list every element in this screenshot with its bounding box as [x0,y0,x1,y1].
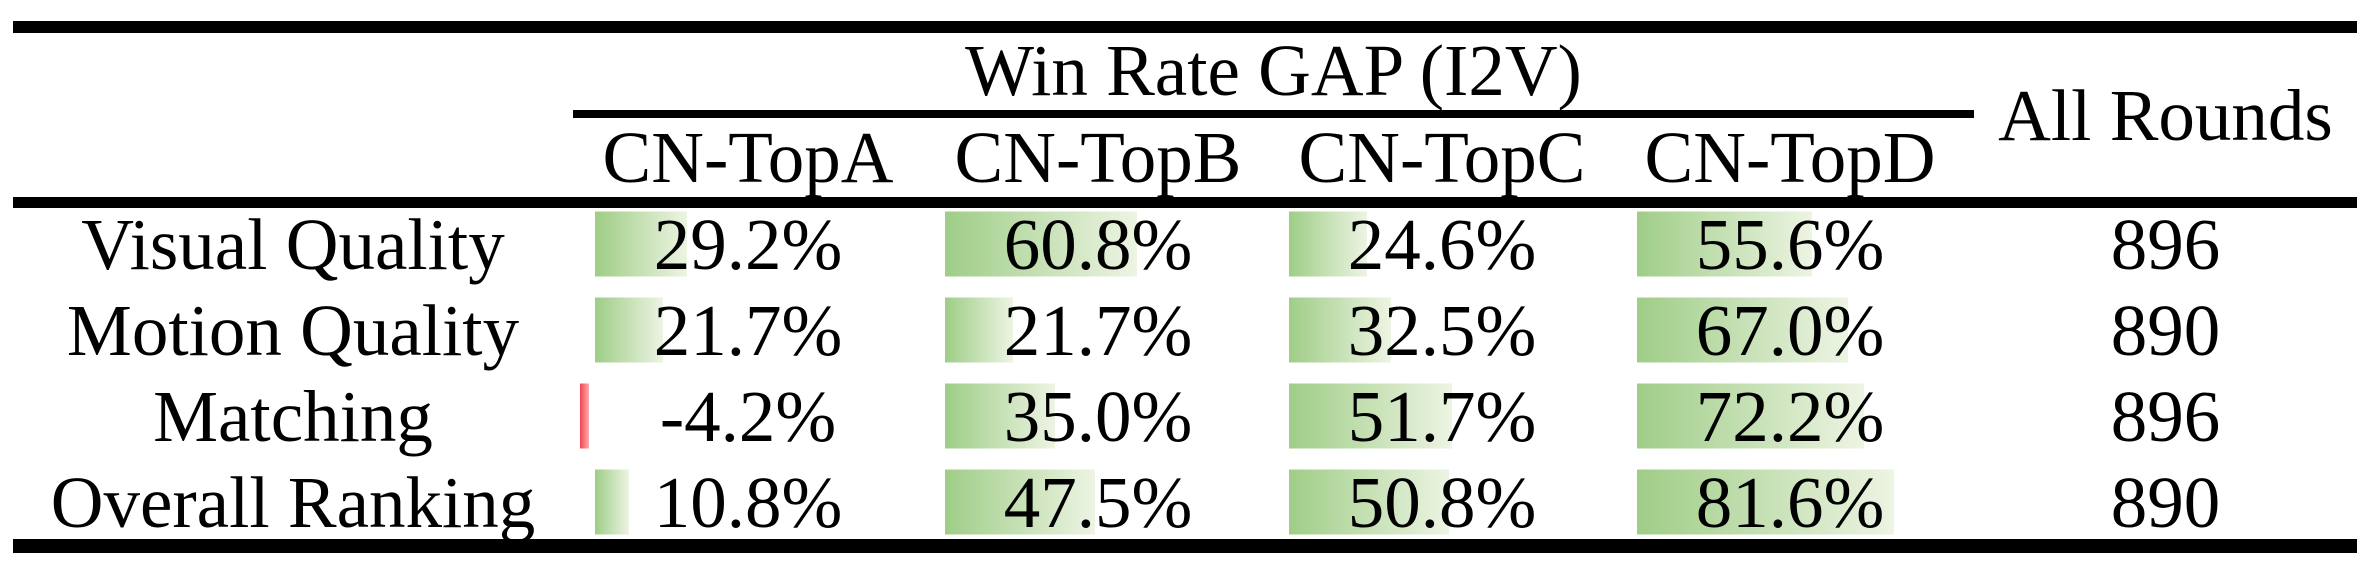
data-cell: 24.6% [1267,201,1617,287]
win-rate-value: 35.0% [1003,375,1193,457]
table-top-rule [13,21,2357,33]
win-rate-value: 21.7% [653,289,843,371]
win-rate-value: 21.7% [1003,289,1193,371]
all-rounds-cell: 890 [2110,461,2221,543]
data-cell: 81.6% [1615,459,1965,545]
win-rate-bar [595,211,687,277]
win-rate-bar [945,383,1056,449]
win-rate-value: 72.2% [1695,375,1885,457]
title-underline-rule [573,110,1974,118]
win-rate-value: 51.7% [1347,375,1537,457]
column-header-all-rounds: All Rounds [1998,74,2333,156]
win-rate-value: 81.6% [1695,461,1885,543]
row-label: Visual Quality [81,203,505,285]
row-label: Overall Ranking [50,461,536,543]
data-cell: 35.0% [923,373,1273,459]
win-rate-bar [945,469,1095,535]
win-rate-value: -4.2% [659,375,837,457]
data-cell: 67.0% [1615,287,1965,373]
data-cell: 21.7% [923,287,1273,373]
win-rate-bar [1289,383,1452,449]
column-header-row: CN-TopA CN-TopB CN-TopC CN-TopD [0,118,2374,197]
column-header-cn-topa: CN-TopA [602,117,894,198]
row-label: Motion Quality [66,289,520,371]
column-header-cn-topd: CN-TopD [1644,117,1936,198]
win-rate-value: 24.6% [1347,203,1537,285]
data-cell: 47.5% [923,459,1273,545]
win-rate-value: 47.5% [1003,461,1193,543]
column-header-cn-topc: CN-TopC [1298,117,1586,198]
win-rate-bar [595,469,629,535]
win-rate-bar [945,211,1137,277]
header-separator-rule [13,197,2357,208]
data-cell: 55.6% [1615,201,1965,287]
column-header-cn-topb: CN-TopB [954,117,1242,198]
data-cell: 60.8% [923,201,1273,287]
table-bottom-rule [13,539,2357,553]
all-rounds-cell: 896 [2110,203,2221,285]
data-cell: 21.7% [573,287,923,373]
data-cell: 32.5% [1267,287,1617,373]
table-row: Visual Quality 29.2% 60.8% 24.6% 55.6% 8… [0,201,2374,287]
all-rounds-cell: 896 [2110,375,2221,457]
win-rate-value: 10.8% [653,461,843,543]
win-rate-bar [595,297,664,363]
win-rate-bar [1637,297,1848,363]
all-rounds-cell: 890 [2110,289,2221,371]
win-rate-bar [1289,469,1449,535]
win-rate-bar [1637,469,1894,535]
win-rate-bar [945,297,1014,363]
win-rate-value: 67.0% [1695,289,1885,371]
win-rate-value: 32.5% [1347,289,1537,371]
win-rate-bar [580,383,590,449]
table-row: Motion Quality 21.7% 21.7% 32.5% 67.0% 8… [0,287,2374,373]
data-cell: -4.2% [573,373,923,459]
table-row: Overall Ranking 10.8% 47.5% 50.8% 81.6% … [0,459,2374,545]
data-cell: 51.7% [1267,373,1617,459]
data-cell: 29.2% [573,201,923,287]
table-title: Win Rate GAP (I2V) [965,30,1582,111]
data-cell: 50.8% [1267,459,1617,545]
win-rate-value: 50.8% [1347,461,1537,543]
win-rate-value: 29.2% [653,203,843,285]
win-rate-bar [1289,211,1367,277]
win-rate-value: 55.6% [1695,203,1885,285]
win-rate-bar [1637,383,1865,449]
win-rate-value: 60.8% [1003,203,1193,285]
row-label: Matching [153,375,433,457]
win-rate-bar [1637,211,1813,277]
data-cell: 10.8% [573,459,923,545]
data-cell: 72.2% [1615,373,1965,459]
win-rate-bar [1289,297,1392,363]
table-row: Matching -4.2% 35.0% 51.7% 72.2% 896 [0,373,2374,459]
